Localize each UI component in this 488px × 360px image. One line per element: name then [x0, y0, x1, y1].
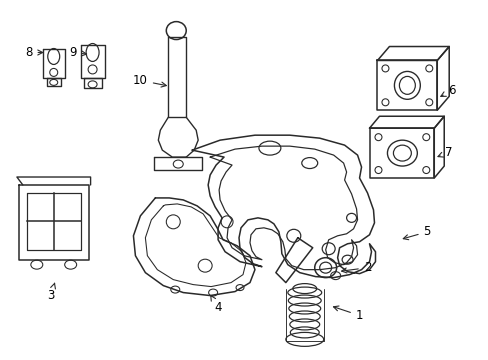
Text: 4: 4 [210, 296, 222, 314]
Text: 3: 3 [47, 283, 55, 302]
Text: 5: 5 [403, 225, 430, 240]
Text: 6: 6 [440, 84, 455, 97]
Text: 10: 10 [133, 74, 166, 87]
Text: 1: 1 [333, 306, 363, 322]
Text: 2: 2 [341, 261, 370, 274]
Text: 8: 8 [25, 46, 42, 59]
Text: 7: 7 [437, 145, 452, 159]
Text: 9: 9 [69, 46, 86, 59]
